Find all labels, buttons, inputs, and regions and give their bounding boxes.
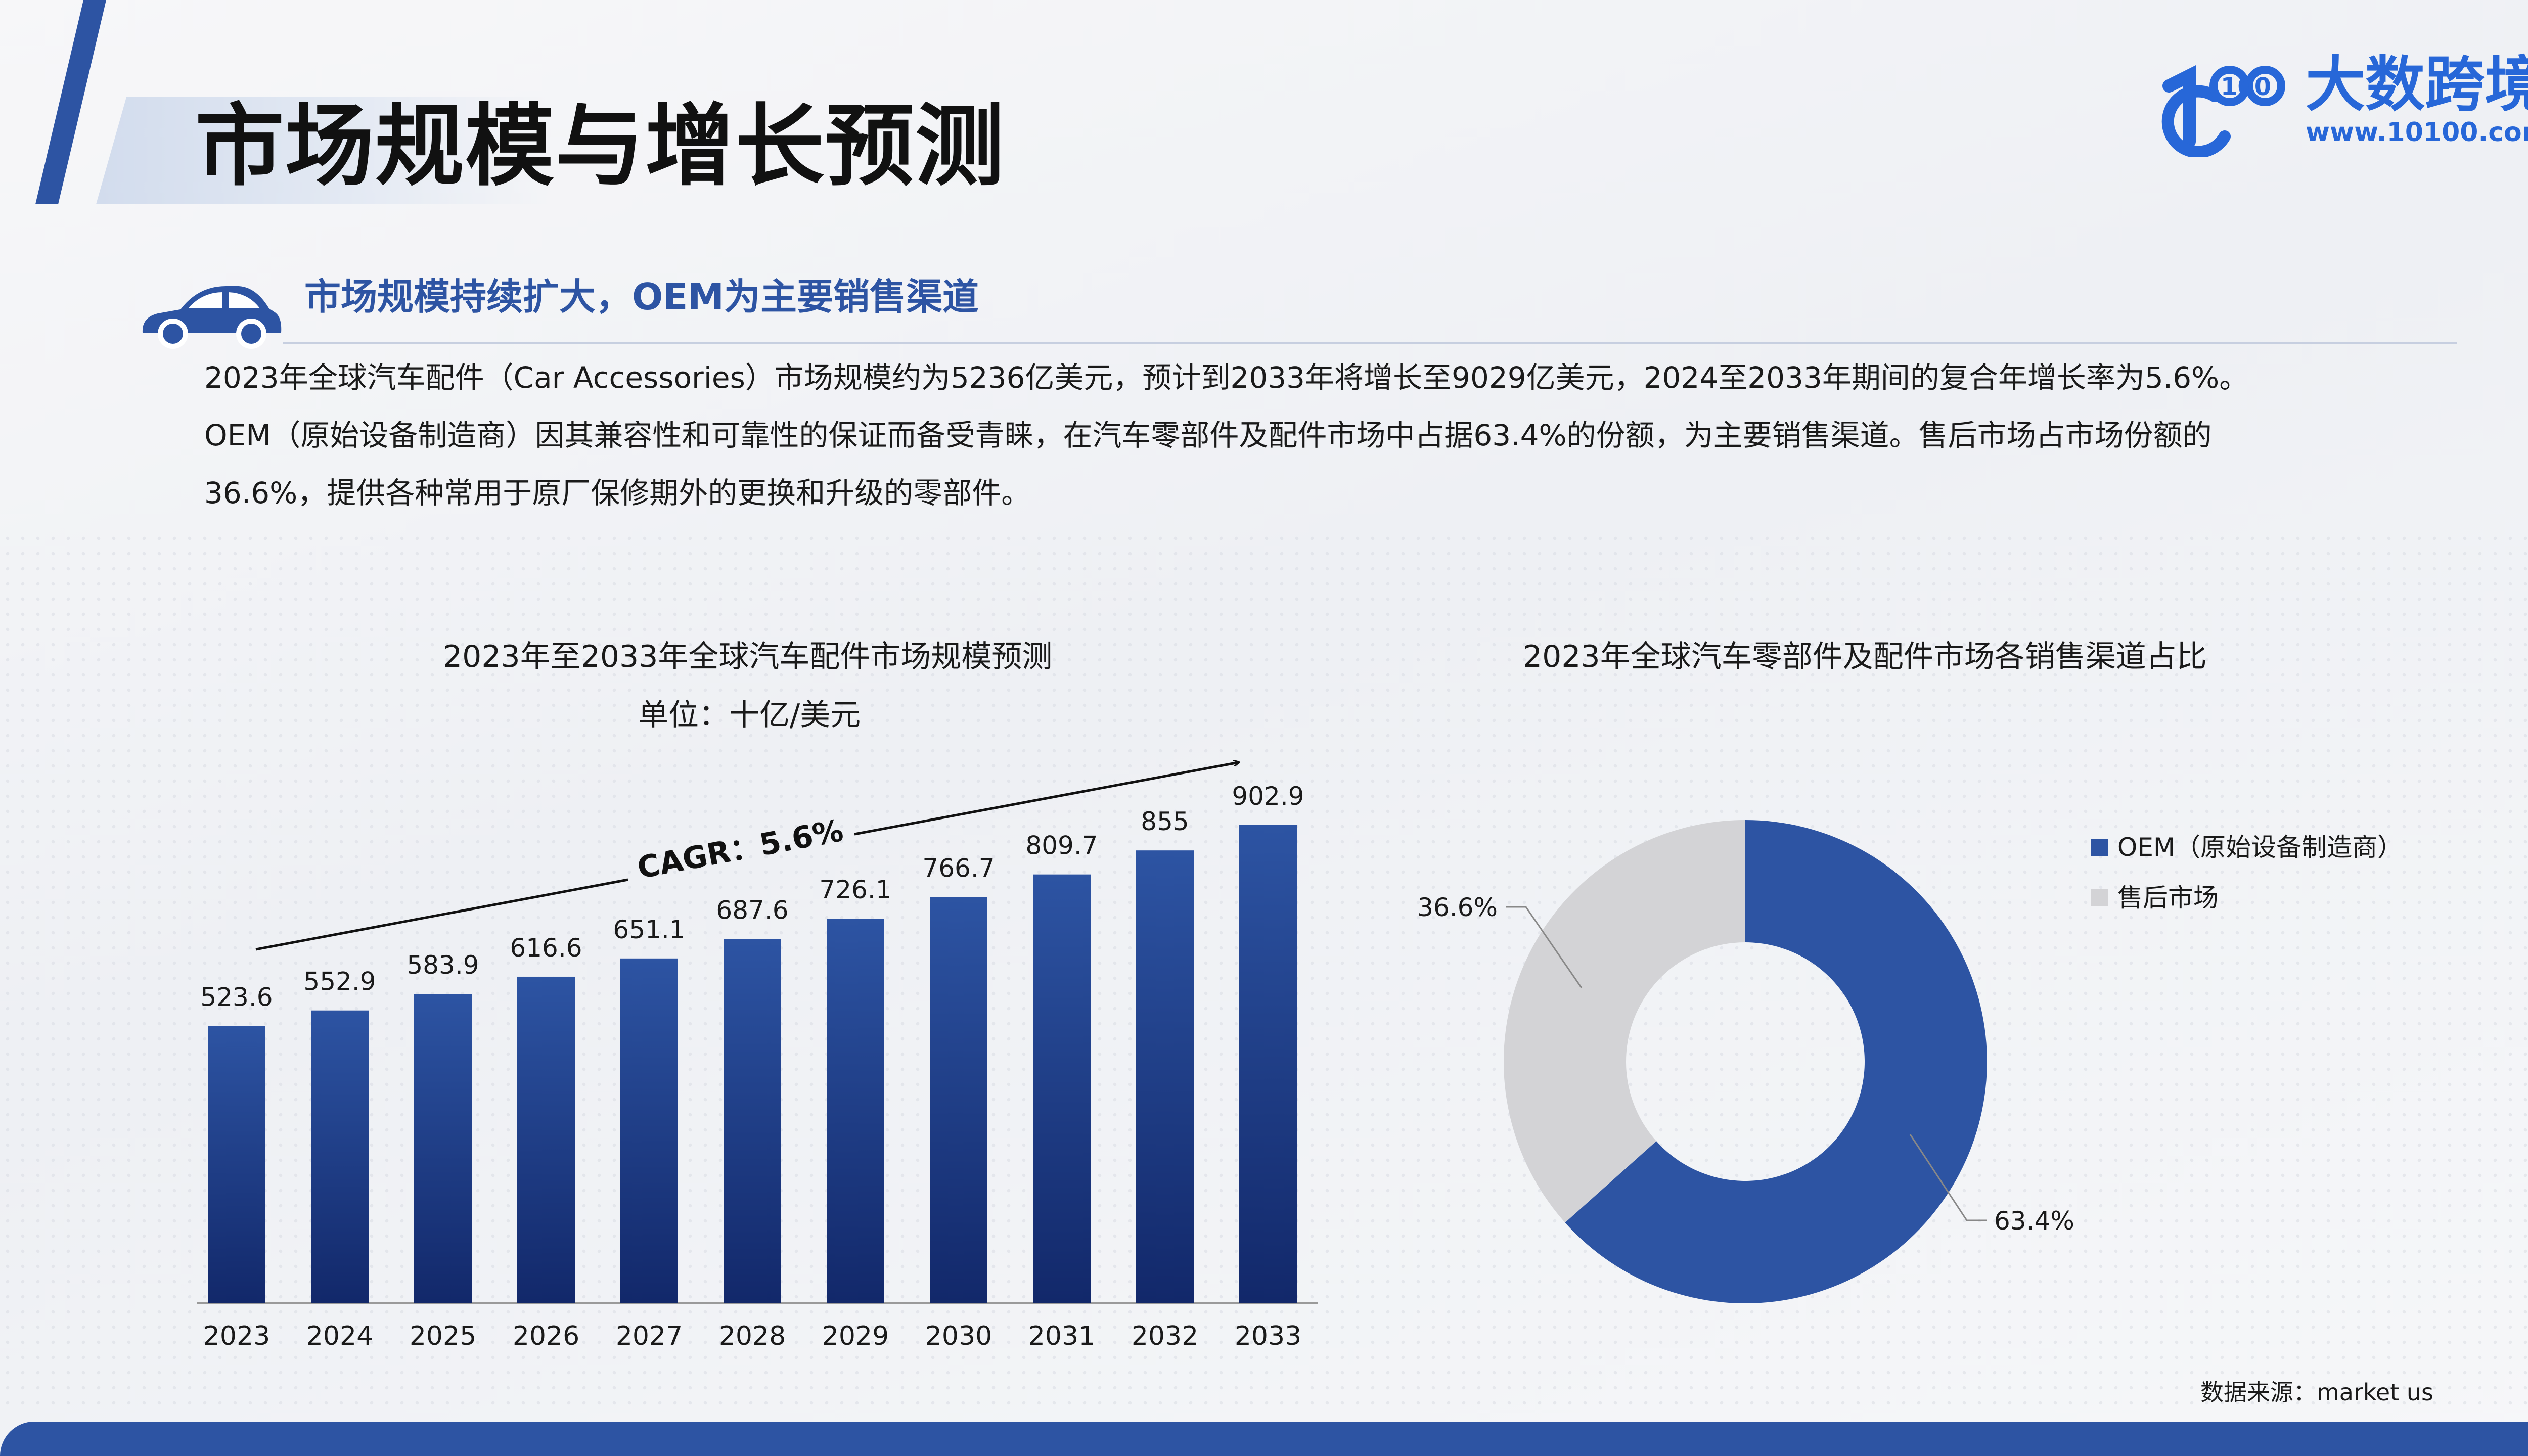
paragraph-line: 36.6%，提供各种常用于原厂保修期外的更换和升级的零部件。 xyxy=(204,476,1031,510)
x-tick-label: 2023 xyxy=(203,1321,270,1351)
logo-text: 大数跨境 xyxy=(2306,50,2528,119)
data-label: 523.6 xyxy=(200,982,273,1012)
cagr-arrow-right xyxy=(854,762,1239,836)
title-band xyxy=(96,97,551,204)
x-tick-label: 2027 xyxy=(616,1321,683,1351)
bar xyxy=(930,897,987,1303)
bar xyxy=(208,1026,265,1303)
bar xyxy=(620,958,678,1303)
bar xyxy=(517,976,575,1303)
x-tick-label: 2028 xyxy=(719,1321,786,1351)
legend-item-oem: OEM（原始设备制造商） xyxy=(2091,827,2403,863)
data-label: 855 xyxy=(1141,807,1189,836)
x-tick-label: 2026 xyxy=(513,1321,579,1351)
data-label: 809.7 xyxy=(1025,831,1098,860)
legend-swatch xyxy=(2091,889,2108,906)
bar xyxy=(724,939,781,1303)
brand-logo-icon: 100 xyxy=(2161,65,2285,157)
bar-chart-title: 2023年至2033年全球汽车配件市场规模预测 xyxy=(443,639,1053,674)
donut-chart: 63.4% 36.6% xyxy=(1417,820,2074,1303)
legend-swatch xyxy=(2091,838,2108,856)
data-label: 726.1 xyxy=(819,875,891,904)
x-tick-label: 2031 xyxy=(1028,1321,1095,1351)
logo-mark: 100 xyxy=(2221,73,2271,101)
bar xyxy=(1136,850,1194,1303)
cagr-annotation: CAGR：5.6% xyxy=(635,813,846,886)
bottom-bar xyxy=(0,1422,2528,1456)
bar xyxy=(1239,825,1297,1303)
leader-line xyxy=(1506,906,1583,988)
data-label: 616.6 xyxy=(510,933,582,963)
x-tick-label: 2033 xyxy=(1235,1321,1301,1351)
data-label: 583.9 xyxy=(407,950,479,980)
legend-item-aftermarket: 售后市场 xyxy=(2091,878,2219,914)
cagr-arrow-left xyxy=(255,878,628,951)
slice-label: 63.4% xyxy=(1994,1206,2074,1236)
logo-url: www.10100.com xyxy=(2306,117,2528,148)
legend-label: OEM（原始设备制造商） xyxy=(2117,833,2403,862)
bar xyxy=(311,1010,369,1303)
donut-chart-title: 2023年全球汽车零部件及配件市场各销售渠道占比 xyxy=(1523,639,2207,674)
data-source: 数据来源：market us xyxy=(2200,1379,2433,1406)
car-icon xyxy=(142,286,282,349)
x-tick-label: 2032 xyxy=(1132,1321,1198,1351)
x-tick-label: 2030 xyxy=(925,1321,992,1351)
data-label: 766.7 xyxy=(922,854,995,883)
data-label: 902.9 xyxy=(1232,782,1304,811)
data-label: 687.6 xyxy=(716,896,788,925)
slice-label: 36.6% xyxy=(1417,893,1498,922)
section-divider xyxy=(283,342,2457,344)
leader-line xyxy=(1909,1134,1987,1221)
section-heading: 市场规模持续扩大，OEM为主要销售渠道 xyxy=(304,276,979,318)
bar xyxy=(827,919,884,1303)
section-paragraph: 2023年全球汽车配件（Car Accessories）市场规模约为5236亿美… xyxy=(204,349,2454,522)
bar-chart: 523.6 2023 552.9 2024 583.9 2025 616.6 2026 651.… xyxy=(197,762,1318,1351)
x-tick-label: 2029 xyxy=(822,1321,889,1351)
paragraph-line: 2023年全球汽车配件（Car Accessories）市场规模约为5236亿美… xyxy=(204,360,2249,395)
x-tick-label: 2025 xyxy=(410,1321,476,1351)
paragraph-line: OEM（原始设备制造商）因其兼容性和可靠性的保证而备受青睐，在汽车零部件及配件市… xyxy=(204,418,2212,452)
bar xyxy=(1033,874,1091,1303)
x-tick-label: 2024 xyxy=(306,1321,373,1351)
legend-label: 售后市场 xyxy=(2117,883,2219,913)
data-label: 651.1 xyxy=(613,915,685,944)
donut-slice xyxy=(1565,820,1987,1303)
bar xyxy=(414,994,472,1303)
data-label: 552.9 xyxy=(303,967,376,996)
donut-slice xyxy=(1503,820,1745,1223)
page-title: 市场规模与增长预测 xyxy=(195,95,1006,198)
bar-chart-subtitle: 单位：十亿/美元 xyxy=(638,698,861,733)
